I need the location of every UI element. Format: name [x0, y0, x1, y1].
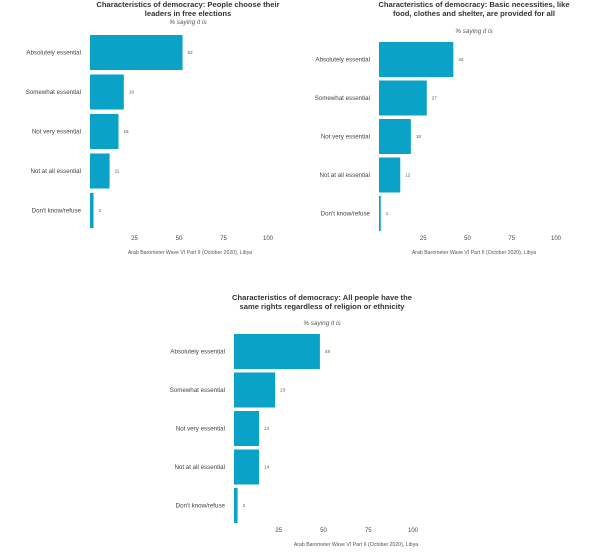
value-label: 18	[416, 134, 422, 139]
value-label: 48	[325, 349, 331, 354]
chart-subtitle: % saying it is	[455, 28, 493, 35]
bar	[90, 114, 119, 149]
bar	[90, 153, 110, 189]
value-label: 52	[188, 50, 194, 55]
x-tick-label: 75	[508, 236, 515, 242]
bar	[379, 80, 427, 116]
x-tick-label: 50	[320, 528, 327, 534]
x-tick-label: 50	[464, 236, 471, 242]
chart-title: Characteristics of democracy: All people…	[232, 293, 412, 311]
category-label: Not very essential	[321, 134, 370, 141]
x-tick-label: 75	[220, 236, 227, 242]
category-label: Not at all essential	[319, 172, 370, 179]
category-label: Not at all essential	[174, 464, 225, 471]
bar-chart-svg: Absolutely essential 48 Somewhat essential…	[170, 334, 419, 534]
value-label: 2	[99, 208, 102, 213]
value-label: 23	[280, 388, 286, 393]
category-label: Not very essential	[32, 129, 81, 136]
bar	[90, 35, 183, 70]
bar	[379, 42, 454, 77]
x-tick-label: 25	[131, 236, 138, 242]
bar	[234, 449, 260, 485]
bar	[90, 193, 94, 228]
value-label: 19	[129, 90, 135, 95]
bar	[90, 74, 124, 110]
x-tick-label: 100	[408, 528, 419, 534]
value-label: 14	[264, 465, 270, 470]
value-label: 11	[115, 169, 120, 174]
value-label: 42	[458, 57, 464, 62]
category-label: Not at all essential	[30, 168, 81, 175]
chart-source: Arab Barometer Wave VI Part II (October …	[411, 250, 537, 256]
bar	[379, 119, 411, 154]
category-label: Don't know/refuse	[32, 208, 82, 215]
x-tick-label: 100	[551, 236, 562, 242]
bar	[234, 488, 238, 523]
bar	[379, 196, 381, 231]
value-label: 14	[264, 426, 270, 431]
chart-title: Characteristics of democracy: People cho…	[96, 0, 280, 18]
bar	[234, 411, 260, 446]
category-label: Somewhat essential	[170, 387, 225, 394]
x-tick-label: 100	[263, 236, 274, 242]
bar	[234, 372, 276, 408]
chart-title: Characteristics of democracy: Basic nece…	[378, 0, 570, 18]
category-label: Somewhat essential	[315, 95, 370, 102]
bar	[234, 334, 320, 369]
category-label: Don't know/refuse	[176, 503, 226, 510]
chart-source: Arab Barometer Wave VI Part II (October …	[293, 542, 419, 548]
chart-subtitle: % saying it is	[303, 320, 341, 327]
category-label: Not very essential	[176, 426, 225, 433]
x-tick-label: 25	[275, 528, 282, 534]
category-label: Don't know/refuse	[321, 211, 371, 218]
value-label: 12	[405, 173, 411, 178]
value-label: 1	[386, 211, 389, 216]
chart-source: Arab Barometer Wave VI Part II (October …	[127, 250, 253, 256]
bar-chart-svg: Absolutely essential 52 Somewhat essential…	[26, 35, 274, 242]
x-tick-label: 50	[176, 236, 183, 242]
bar	[379, 157, 401, 193]
bar-chart-svg: Absolutely essential 42 Somewhat essential…	[315, 42, 562, 242]
x-tick-label: 25	[420, 236, 427, 242]
chart-subtitle: % saying it is	[169, 19, 207, 26]
category-label: Absolutely essential	[170, 349, 225, 356]
value-label: 27	[432, 96, 438, 101]
value-label: 16	[123, 129, 129, 134]
x-tick-label: 75	[365, 528, 372, 534]
category-label: Somewhat essential	[26, 89, 81, 96]
category-label: Absolutely essential	[26, 50, 81, 57]
value-label: 2	[243, 503, 246, 508]
category-label: Absolutely essential	[315, 57, 370, 64]
